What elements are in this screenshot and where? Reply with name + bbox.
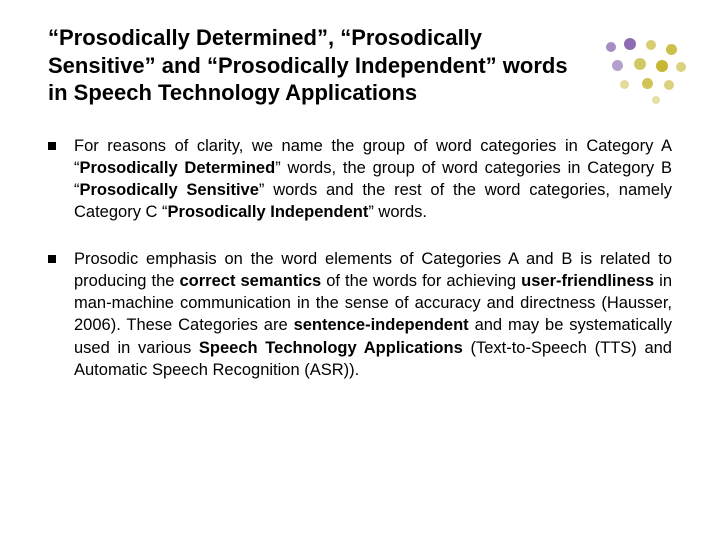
- bold-term: sentence-independent: [294, 316, 469, 334]
- slide-title: “Prosodically Determined”, “Prosodically…: [48, 24, 588, 107]
- decoration-dot-icon: [620, 80, 629, 89]
- decoration-dot-icon: [676, 62, 686, 72]
- decoration-dot-icon: [642, 78, 653, 89]
- decoration-dot-icon: [624, 38, 636, 50]
- bold-term: user-friendliness: [521, 272, 654, 290]
- corner-dots-decoration: [606, 38, 696, 108]
- decoration-dot-icon: [652, 96, 660, 104]
- decoration-dot-icon: [634, 58, 646, 70]
- decoration-dot-icon: [606, 42, 616, 52]
- bullet-marker-icon: [48, 255, 56, 263]
- bold-term: Prosodically Independent: [168, 203, 369, 221]
- bullet-marker-icon: [48, 142, 56, 150]
- decoration-dot-icon: [656, 60, 668, 72]
- bullet-text: For reasons of clarity, we name the grou…: [74, 135, 672, 224]
- bold-term: Prosodically Determined: [80, 159, 276, 177]
- decoration-dot-icon: [666, 44, 677, 55]
- list-item: Prosodic emphasis on the word elements o…: [48, 248, 672, 382]
- bullet-text: Prosodic emphasis on the word elements o…: [74, 248, 672, 382]
- decoration-dot-icon: [612, 60, 623, 71]
- bold-term: correct semantics: [180, 272, 322, 290]
- text-run: of the words for achieving: [321, 272, 521, 290]
- list-item: For reasons of clarity, we name the grou…: [48, 135, 672, 224]
- bold-term: Speech Technology Applications: [199, 339, 463, 357]
- bold-term: Prosodically Sensitive: [80, 181, 259, 199]
- bullet-list: For reasons of clarity, we name the grou…: [48, 135, 672, 382]
- text-run: ” words.: [368, 203, 427, 221]
- decoration-dot-icon: [646, 40, 656, 50]
- decoration-dot-icon: [664, 80, 674, 90]
